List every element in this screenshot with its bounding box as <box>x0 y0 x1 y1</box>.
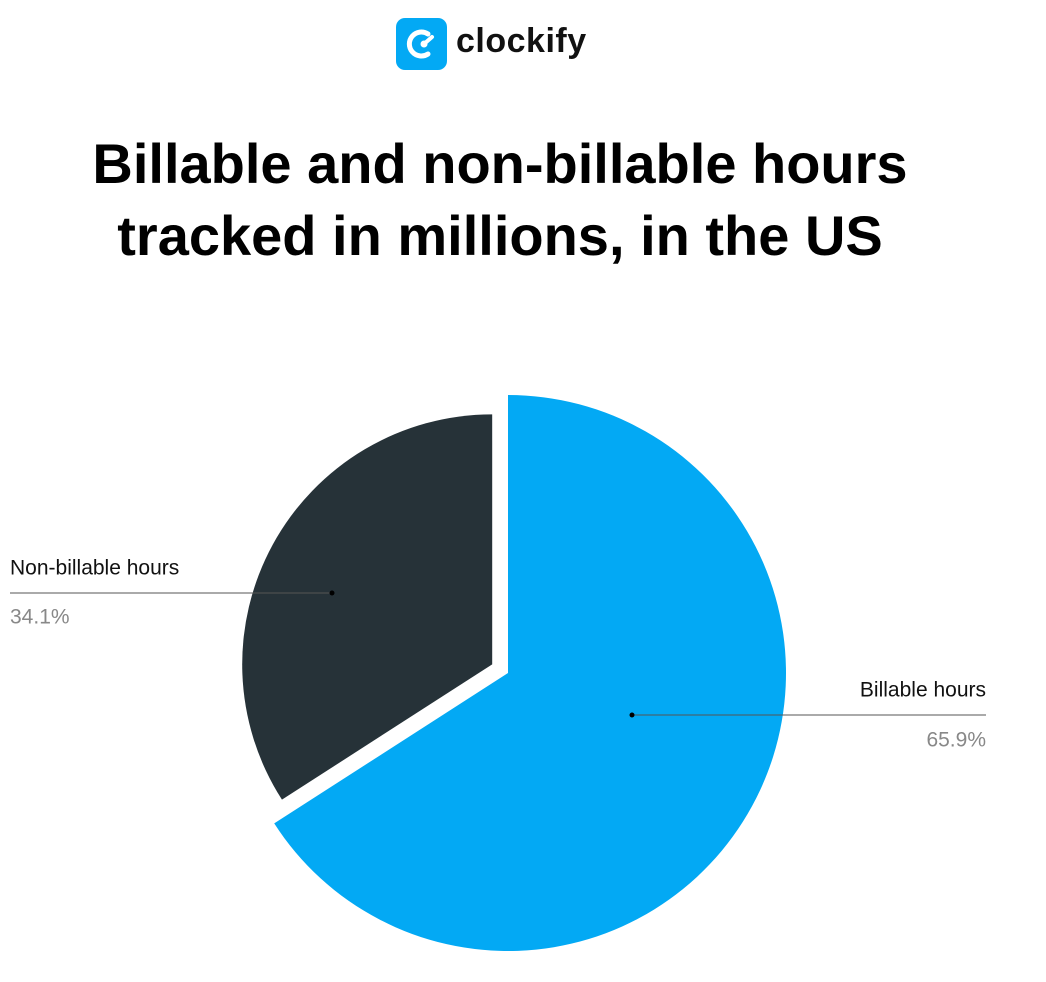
chart-title: Billable and non-billable hours tracked … <box>92 132 908 267</box>
leader-dot <box>329 590 335 596</box>
slice-label: Non-billable hours <box>10 557 179 580</box>
pie-slice <box>242 414 493 800</box>
leader-dot <box>629 712 635 718</box>
pie-slice <box>274 395 786 952</box>
slice-label: Billable hours <box>860 679 986 702</box>
slice-value-label: 65.9% <box>926 729 986 752</box>
slice-value-label: 34.1% <box>10 606 70 629</box>
logo-text: clockify <box>456 22 587 60</box>
logo-icon-dot <box>420 40 428 48</box>
logo-icon-arc <box>406 29 431 59</box>
